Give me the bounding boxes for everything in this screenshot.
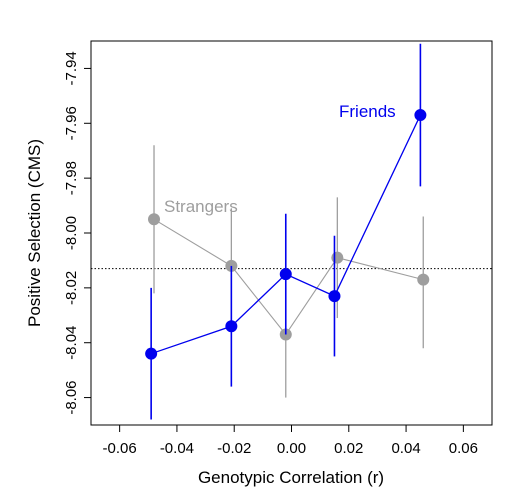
x-tick-label: 0.00 [277,440,306,457]
data-point [279,268,292,281]
y-tick-label: -7.94 [63,51,80,85]
y-tick-label: -8.04 [63,326,80,360]
data-point [417,273,430,286]
y-axis-label: Positive Selection (CMS) [25,139,44,327]
x-tick-label: 0.02 [334,440,363,457]
series-layer [145,43,430,420]
data-point [328,290,341,303]
y-tick-label: -7.96 [63,106,80,140]
y-tick-label: -8.06 [63,380,80,414]
y-tick-label: -7.98 [63,161,80,195]
x-tick-label: -0.04 [160,440,194,457]
series-label-friends: Friends [339,102,396,121]
data-point [145,347,158,360]
y-tick-label: -8.00 [63,216,80,250]
x-tick-label: 0.06 [449,440,478,457]
y-tick-label: -8.02 [63,271,80,305]
x-axis: -0.06 -0.04 -0.02 0.00 0.02 0.04 0.06 [103,425,478,457]
data-point [225,320,238,333]
data-point [331,251,344,264]
data-point [414,109,427,122]
x-tick-label: 0.04 [391,440,420,457]
y-axis: -7.94 -7.96 -7.98 -8.00 -8.02 -8.04 -8.06 [63,51,91,415]
x-tick-label: -0.06 [103,440,137,457]
x-axis-label: Genotypic Correlation (r) [198,468,384,487]
series-friends [145,43,427,420]
series-label-strangers: Strangers [164,197,238,216]
data-point [148,213,161,226]
x-tick-label: -0.02 [217,440,251,457]
